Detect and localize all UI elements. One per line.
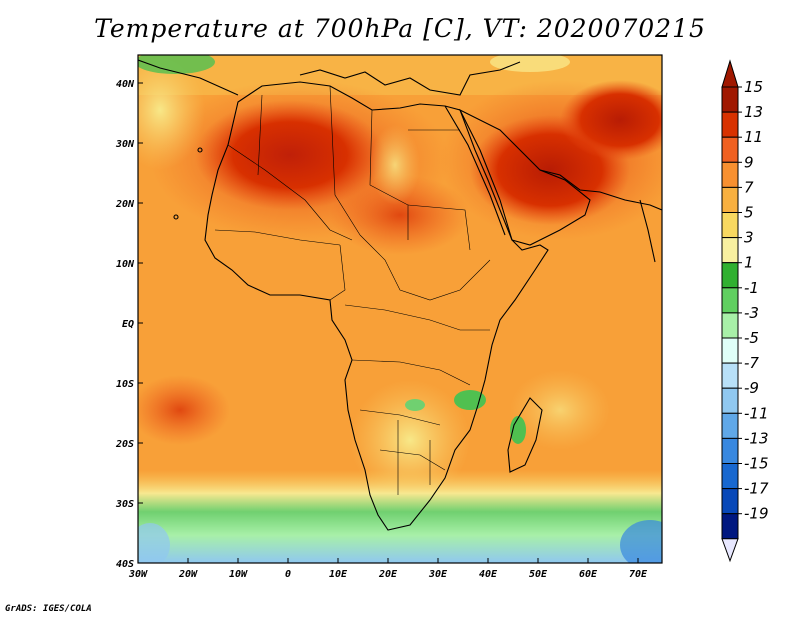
- colorbar-label: 7: [744, 178, 754, 196]
- colorbar-label: 1: [744, 254, 754, 272]
- colorbar-swatch: [721, 212, 739, 239]
- lon-tick-label: 60E: [579, 569, 598, 580]
- colorbar-label: -1: [744, 279, 759, 297]
- colorbar-label: -13: [744, 429, 769, 447]
- colorbar-label: 5: [744, 204, 754, 222]
- longitude-axis: 30W 20W 10W 0 10E 20E 30E 40E 50E 60E 70E: [128, 558, 648, 580]
- lon-tick-label: 0: [285, 569, 291, 580]
- lat-tick-label: 30N: [115, 139, 135, 150]
- colorbar-swatch: [721, 237, 739, 264]
- colorbar-swatch: [721, 186, 739, 213]
- credit-text: GrADS: IGES/COLA: [5, 604, 92, 614]
- colorbar-swatch: [721, 437, 739, 464]
- coastlines: [138, 59, 662, 531]
- colorbar-label: -9: [744, 379, 759, 397]
- temperature-field: [138, 55, 662, 563]
- lon-tick-label: 10E: [329, 569, 348, 580]
- colorbar-swatch: [721, 161, 739, 188]
- country-borders: [214, 85, 491, 495]
- colorbar-swatch: [721, 387, 739, 414]
- colorbar-swatch: [721, 337, 739, 364]
- colorbar-label: -19: [744, 505, 769, 523]
- lat-tick-label: 10N: [116, 259, 135, 270]
- colorbar-bottom-triangle: [721, 538, 739, 563]
- colorbar-label: 15: [744, 78, 763, 96]
- lat-tick-label: 10S: [116, 379, 134, 390]
- lat-tick-label: 20N: [115, 199, 135, 210]
- colorbar-label: -5: [744, 329, 759, 347]
- colorbar-swatch: [721, 412, 739, 439]
- lat-tick-label: 20S: [115, 439, 134, 450]
- lon-tick-label: 30E: [428, 569, 448, 580]
- colorbar-label: 3: [744, 229, 754, 247]
- lat-tick-label: EQ: [122, 319, 134, 330]
- lat-tick-label: 30S: [115, 499, 134, 510]
- colorbar-label: -15: [744, 455, 769, 473]
- lat-tick-label: 40S: [116, 559, 134, 570]
- colorbar-label: -3: [744, 304, 759, 322]
- colorbar-swatch: [721, 86, 739, 113]
- latitude-axis: 40N 30N 20N 10N EQ 10S 20S 30S 40S: [115, 79, 143, 570]
- colorbar-top-triangle: [721, 59, 739, 88]
- chart-title: Temperature at 700hPa [C], VT: 202007021…: [94, 14, 706, 43]
- lon-tick-label: 20W: [178, 569, 198, 580]
- lon-tick-label: 40E: [479, 569, 498, 580]
- colorbar-label: 11: [744, 128, 763, 146]
- map-frame: [137, 54, 663, 564]
- colorbar-swatch: [721, 463, 739, 490]
- colorbar-swatch: [721, 488, 739, 515]
- lat-tick-label: 40N: [116, 79, 135, 90]
- colorbar-swatch: [721, 136, 739, 163]
- lon-tick-label: 20E: [378, 569, 398, 580]
- lon-tick-label: 30W: [128, 569, 148, 580]
- colorbar-swatch: [721, 312, 739, 339]
- colorbar-label: -11: [744, 404, 769, 422]
- colorbar-swatch: [721, 287, 739, 314]
- colorbar-swatch: [721, 513, 739, 540]
- lon-tick-label: 10W: [229, 569, 248, 580]
- colorbar-label: 9: [744, 153, 754, 171]
- colorbar-swatch: [721, 262, 739, 289]
- lon-tick-label: 70E: [629, 569, 648, 580]
- colorbar: 15 13 11 9 7 5 3 1 -1 -3 -5 -7 -9 -11 -13 -15 -17 -19: [721, 59, 769, 563]
- lon-tick-label: 50E: [529, 569, 548, 580]
- colorbar-label: -17: [744, 480, 769, 498]
- colorbar-label: -7: [744, 354, 759, 372]
- colorbar-swatch: [721, 111, 739, 138]
- colorbar-label: 13: [744, 103, 763, 121]
- colorbar-swatch: [721, 362, 739, 389]
